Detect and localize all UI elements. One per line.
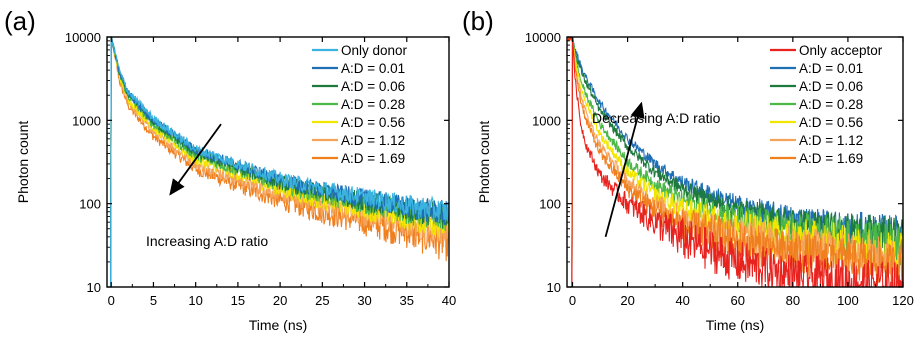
x-tick-label: 30 [357,293,371,308]
legend-label: A:D = 1.12 [341,133,405,148]
legend-label: A:D = 1.69 [799,151,863,166]
plot-frame [106,36,450,288]
trend-arrow [169,123,222,196]
x-tick-label: 20 [273,293,287,308]
x-tick-label: 25 [315,293,329,308]
trend-arrow [604,101,645,238]
legend-label: A:D = 1.12 [799,133,863,148]
series-line [110,37,449,287]
x-axis-title: Time (ns) [706,317,765,333]
x-tick-label: 15 [231,293,245,308]
legend-label: A:D = 0.56 [799,115,863,130]
legend-label: A:D = 0.28 [341,97,405,112]
x-tick-label: 0 [569,293,576,308]
x-tick-label: 60 [731,293,745,308]
x-tick-label: 20 [620,293,634,308]
legend-label: A:D = 0.06 [799,79,863,94]
legend-label: Only acceptor [799,43,883,58]
y-axis-title: Photon count [476,121,492,204]
x-axis-title: Time (ns) [249,317,308,333]
x-tick-label: 0 [108,293,115,308]
legend-label: A:D = 0.56 [341,115,405,130]
annotation-label: Decreasing A:D ratio [592,110,721,126]
x-tick-label: 10 [188,293,202,308]
legend-label: A:D = 0.01 [799,61,863,76]
x-tick-label: 40 [675,293,689,308]
y-tick-label: 1000 [532,113,561,128]
x-tick-label: 100 [837,293,859,308]
panel-label: (b) [462,6,494,36]
x-tick-label: 5 [150,293,157,308]
series-line [567,37,903,287]
y-tick-label: 10 [547,280,561,295]
legend-label: Only donor [341,43,408,58]
y-tick-label: 10000 [525,30,561,45]
series-line [110,37,449,287]
y-tick-label: 10 [87,280,101,295]
series-line [568,37,903,287]
plot-frame [566,36,904,288]
x-tick-label: 80 [786,293,800,308]
y-axis-title: Photon count [15,121,31,204]
legend-label: A:D = 0.06 [341,79,405,94]
panel-label: (a) [4,6,36,36]
y-tick-label: 1000 [72,113,101,128]
y-tick-label: 100 [539,197,561,212]
y-tick-label: 10000 [65,30,101,45]
x-tick-label: 35 [400,293,414,308]
y-tick-label: 100 [79,197,101,212]
legend-label: A:D = 1.69 [341,151,405,166]
legend-label: A:D = 0.28 [799,97,863,112]
x-tick-label: 40 [442,293,456,308]
annotation-label: Increasing A:D ratio [146,233,268,249]
x-tick-label: 120 [892,293,914,308]
legend-label: A:D = 0.01 [341,61,405,76]
